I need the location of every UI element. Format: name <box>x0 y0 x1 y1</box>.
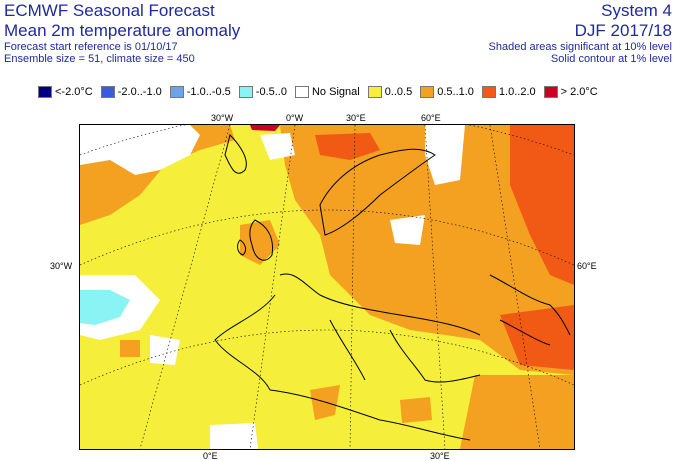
header-right: System 4 DJF 2017/18 Shaded areas signif… <box>489 2 672 66</box>
variable-title: Mean 2m temperature anomaly <box>4 21 241 40</box>
no-signal-region <box>425 125 465 185</box>
legend-swatch <box>100 86 115 98</box>
legend-item: 1.0..2.0 <box>481 86 536 98</box>
anomaly-region-cyan <box>80 290 130 325</box>
anomaly-region-red <box>500 305 574 370</box>
legend-swatch <box>238 86 253 98</box>
ensemble-text: Ensemble size = 51, climate size = 450 <box>4 53 195 65</box>
graticule-label-top: 60°E <box>421 113 441 123</box>
graticule-label-bottom: 30°E <box>430 451 450 461</box>
legend-swatch <box>481 86 496 98</box>
graticule-label-top: 0°W <box>286 113 304 123</box>
legend-label: 0.5..1.0 <box>437 86 474 98</box>
color-legend: <-2.0°C -2.0..-1.0 -1.0..-0.5 -0.5..0 No… <box>38 86 606 98</box>
legend-label: -1.0..-0.5 <box>186 86 231 98</box>
anomaly-region-orange <box>120 340 140 357</box>
legend-item: 0..0.5 <box>367 86 413 98</box>
legend-item: No Signal <box>294 86 360 98</box>
no-signal-region <box>260 133 295 160</box>
season-label: DJF 2017/18 <box>574 21 672 40</box>
legend-swatch <box>294 86 309 98</box>
graticule-label-top: 30°W <box>211 113 234 123</box>
legend-label: <-2.0°C <box>55 86 93 98</box>
anomaly-map: 30°W 0°W 30°E 60°E <box>79 124 575 450</box>
legend-item: <-2.0°C <box>38 86 93 98</box>
legend-swatch <box>367 86 382 98</box>
legend-item: -0.5..0 <box>238 86 287 98</box>
legend-label: -0.5..0 <box>255 86 287 98</box>
anomaly-region-darkred <box>250 125 280 131</box>
graticule-lines <box>80 125 574 449</box>
product-title: ECMWF Seasonal Forecast <box>4 1 215 20</box>
anomaly-region-orange <box>400 397 432 423</box>
graticule-label-top: 30°E <box>346 113 366 123</box>
anomaly-region-red <box>510 125 574 285</box>
legend-swatch <box>543 86 558 98</box>
forecast-start-text: Forecast start reference is 01/10/17 <box>4 41 178 53</box>
legend-swatch <box>38 86 52 98</box>
anomaly-region-red <box>315 133 380 160</box>
legend-item: > 2.0°C <box>543 86 598 98</box>
coastlines <box>214 134 571 441</box>
anomaly-region-orange <box>280 125 574 375</box>
significance-contour-text: Solid contour at 1% level <box>550 53 672 65</box>
graticule-label-bottom: 0°E <box>203 451 218 461</box>
map-canvas <box>80 125 574 449</box>
system-label: System 4 <box>601 1 672 20</box>
legend-swatch <box>169 86 184 98</box>
legend-item: -1.0..-0.5 <box>169 86 231 98</box>
graticule-label-left: 30°W <box>50 261 73 271</box>
legend-label: 1.0..2.0 <box>498 86 536 98</box>
no-signal-region <box>80 125 200 175</box>
legend-swatch <box>420 86 435 98</box>
header-left: ECMWF Seasonal Forecast Mean 2m temperat… <box>4 2 240 66</box>
no-signal-region <box>210 423 258 449</box>
no-signal-region <box>150 335 180 365</box>
legend-label: No Signal <box>311 86 360 98</box>
legend-item: 0.5..1.0 <box>420 86 474 98</box>
significance-shaded-text: Shaded areas significant at 10% level <box>488 41 672 53</box>
no-signal-region <box>390 215 425 245</box>
legend-label: -2.0..-1.0 <box>117 86 162 98</box>
legend-item: -2.0..-1.0 <box>100 86 162 98</box>
legend-label: > 2.0°C <box>560 86 598 98</box>
legend-label: 0..0.5 <box>384 86 413 98</box>
anomaly-region-orange <box>460 375 574 449</box>
graticule-label-right: 60°E <box>577 261 597 271</box>
